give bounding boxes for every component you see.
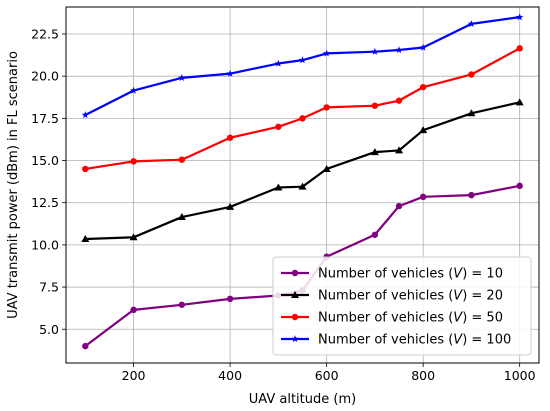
legend-label-suffix: ) = 100 xyxy=(462,333,511,348)
data-point xyxy=(515,98,524,106)
legend-item: Number of vehicles (V) = 100 xyxy=(281,333,511,348)
legend-label-symbol: V xyxy=(453,267,463,282)
data-point xyxy=(419,193,427,201)
series-2 xyxy=(82,45,523,173)
data-point xyxy=(81,234,90,242)
data-point xyxy=(130,306,137,314)
legend-marker xyxy=(291,269,299,277)
y-tick-label: 10.0 xyxy=(31,237,59,252)
data-point xyxy=(467,109,476,117)
data-point xyxy=(516,13,524,21)
data-point xyxy=(468,191,475,199)
y-tick-label: 20.0 xyxy=(31,69,59,84)
data-point xyxy=(298,182,307,190)
legend-marker xyxy=(291,291,299,298)
data-point xyxy=(419,126,428,134)
data-point xyxy=(371,102,379,109)
legend-label-suffix: ) = 20 xyxy=(462,289,503,304)
plot-frame xyxy=(65,6,540,364)
legend-label: Number of vehicles (V) = 10 xyxy=(318,267,503,282)
legend-label-symbol: V xyxy=(453,333,463,348)
data-point xyxy=(322,164,331,172)
data-point xyxy=(419,43,427,51)
x-tick-label: 800 xyxy=(411,368,435,383)
data-point xyxy=(370,148,379,156)
data-point xyxy=(298,56,307,64)
legend-item: Number of vehicles (V) = 50 xyxy=(281,311,503,326)
legend-label-symbol: V xyxy=(453,311,463,326)
data-point xyxy=(323,104,330,111)
data-point xyxy=(323,49,331,57)
series-line xyxy=(84,16,520,116)
x-tick-label: 600 xyxy=(315,368,339,383)
x-tick-label: 1000 xyxy=(504,368,536,383)
series-line xyxy=(85,47,521,171)
series-1 xyxy=(81,98,524,242)
x-tick-label: 400 xyxy=(218,368,242,383)
legend-label-suffix: ) = 50 xyxy=(462,311,503,326)
data-point xyxy=(395,202,403,210)
legend-marker xyxy=(291,313,299,321)
data-point xyxy=(275,123,282,130)
y-tick-label: 12.5 xyxy=(31,195,59,210)
legend-label: Number of vehicles (V) = 50 xyxy=(318,311,503,326)
data-point xyxy=(395,97,403,104)
legend-item: Number of vehicles (V) = 20 xyxy=(281,289,503,304)
series-3 xyxy=(81,13,524,119)
legend-label-prefix: Number of vehicles ( xyxy=(318,311,453,326)
data-point xyxy=(516,182,523,190)
legend-marker xyxy=(291,335,299,343)
legend-box xyxy=(272,256,532,356)
data-point xyxy=(130,158,137,165)
legend-label-symbol: V xyxy=(453,289,463,304)
legend-label: Number of vehicles (V) = 20 xyxy=(318,289,503,304)
y-axis-label: UAV transmit power (dBm) in FL scenario xyxy=(6,51,21,319)
data-point xyxy=(129,86,138,94)
data-point xyxy=(226,69,234,77)
legend-label-suffix: ) = 10 xyxy=(462,267,503,282)
data-point xyxy=(371,47,379,55)
data-point xyxy=(81,111,89,119)
data-point xyxy=(177,213,186,221)
legend-label-prefix: Number of vehicles ( xyxy=(318,267,453,282)
y-tick-label: 5.0 xyxy=(39,322,59,337)
data-point xyxy=(516,45,523,52)
data-point xyxy=(419,83,427,91)
y-tick-label: 22.5 xyxy=(31,26,59,41)
data-point xyxy=(226,134,234,141)
y-tick-label: 17.5 xyxy=(31,111,59,126)
y-tick-label: 7.5 xyxy=(39,280,59,295)
data-point xyxy=(395,46,403,54)
data-point xyxy=(371,231,379,238)
data-point xyxy=(178,301,186,308)
y-tick-label: 15.0 xyxy=(31,153,59,168)
data-point xyxy=(82,165,89,173)
series-line xyxy=(85,101,520,241)
data-point xyxy=(274,59,282,67)
legend-item: Number of vehicles (V) = 10 xyxy=(281,267,503,282)
data-point xyxy=(82,342,89,350)
data-point xyxy=(299,115,306,122)
data-point xyxy=(274,183,283,191)
legend-label: Number of vehicles (V) = 100 xyxy=(318,333,511,348)
data-point xyxy=(226,202,235,210)
x-tick-label: 200 xyxy=(122,368,146,383)
data-point xyxy=(178,156,186,163)
axis-ticks: 200 400 600 800 1000 5.0 7.5 10.0 12.5 15.0 17.5 20… xyxy=(31,26,535,383)
x-axis-label: UAV altitude (m) xyxy=(249,392,356,407)
legend-label-prefix: Number of vehicles ( xyxy=(318,289,453,304)
data-point xyxy=(468,71,475,78)
data-point xyxy=(226,295,234,303)
data-point xyxy=(467,20,476,27)
data-point xyxy=(178,74,186,81)
legend-label-prefix: Number of vehicles ( xyxy=(318,333,453,348)
data-point xyxy=(129,233,138,241)
data-point xyxy=(395,146,404,154)
